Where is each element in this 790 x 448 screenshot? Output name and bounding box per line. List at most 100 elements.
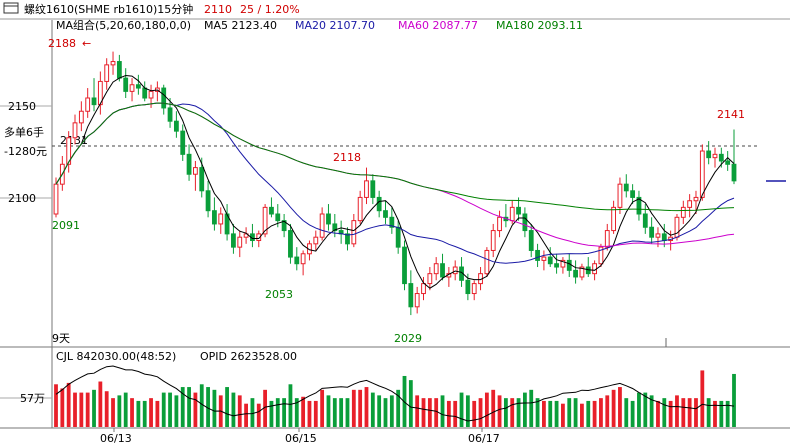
candle-body bbox=[623, 183, 629, 192]
candle-body bbox=[256, 233, 262, 242]
volume-bar bbox=[643, 392, 648, 427]
volume-bar bbox=[345, 398, 350, 427]
volume-bar bbox=[478, 398, 483, 427]
volume-bar bbox=[149, 398, 153, 427]
volume-bar bbox=[237, 395, 242, 427]
candle-body bbox=[465, 279, 471, 295]
candle-body bbox=[243, 233, 249, 238]
window-icon[interactable] bbox=[3, 2, 19, 14]
candle-body bbox=[433, 263, 439, 275]
candle-body bbox=[585, 266, 591, 275]
candle-body bbox=[129, 84, 135, 92]
candle-body bbox=[313, 236, 319, 245]
volume-bar bbox=[282, 398, 287, 427]
volume-bar bbox=[212, 389, 217, 427]
volume-bar bbox=[136, 400, 141, 427]
candle-body bbox=[186, 153, 192, 175]
candle-body bbox=[319, 213, 325, 238]
annotation-2053: 2053 bbox=[265, 288, 293, 301]
candle-body bbox=[212, 210, 217, 225]
volume-bar bbox=[339, 398, 344, 427]
candle-body bbox=[427, 273, 433, 285]
candle-body bbox=[573, 269, 578, 278]
volume-bar bbox=[98, 381, 103, 427]
candle-body bbox=[649, 226, 655, 238]
volume-bar bbox=[725, 400, 730, 427]
candle-body bbox=[364, 180, 369, 198]
candlesticks bbox=[53, 51, 737, 316]
volume-bar bbox=[79, 392, 84, 427]
volume-bar bbox=[522, 392, 527, 427]
opid-value: OPID 2623528.00 bbox=[200, 350, 297, 363]
volume-bar bbox=[275, 398, 280, 427]
volume-bar bbox=[174, 395, 179, 427]
volume-bar bbox=[592, 400, 597, 427]
days-label: 9天 bbox=[52, 332, 70, 345]
candle-body bbox=[78, 110, 84, 124]
candle-body bbox=[611, 206, 617, 232]
volume-bar bbox=[561, 403, 565, 427]
candle-body bbox=[693, 196, 699, 202]
candle-body bbox=[116, 61, 122, 79]
position-pnl: -1280元 bbox=[4, 145, 47, 158]
candle-body bbox=[636, 196, 642, 215]
ma60-legend: MA60 2087.77 bbox=[398, 19, 478, 32]
volume-bar bbox=[465, 395, 470, 427]
date-label-0617: 06/17 bbox=[468, 432, 500, 445]
volume-bar bbox=[694, 398, 698, 427]
annotation-2029: 2029 bbox=[394, 332, 422, 345]
candle-body bbox=[167, 107, 173, 122]
candle-body bbox=[218, 213, 224, 225]
candle-body bbox=[294, 256, 300, 265]
candle-body bbox=[471, 283, 477, 295]
volume-bar bbox=[573, 398, 578, 427]
high-arrow: ← bbox=[82, 37, 91, 50]
volume-bar bbox=[662, 398, 667, 427]
candle-body bbox=[655, 233, 661, 238]
ma-line-5 bbox=[55, 74, 735, 289]
candle-body bbox=[281, 220, 287, 232]
annotation-low-2091: 2091 bbox=[52, 219, 80, 232]
volume-bar bbox=[434, 398, 439, 427]
volume-bar bbox=[313, 400, 318, 427]
candle-body bbox=[490, 230, 496, 251]
volume-bar bbox=[529, 389, 534, 427]
price-change: 25 / 1.20% bbox=[240, 3, 300, 16]
volume-bar bbox=[307, 400, 312, 427]
candle-body bbox=[142, 87, 148, 99]
candle-body bbox=[579, 266, 585, 278]
volume-bar bbox=[415, 395, 420, 427]
volume-bar bbox=[586, 400, 591, 427]
volume-bar bbox=[377, 395, 382, 427]
candle-body bbox=[288, 230, 293, 258]
volume-bar bbox=[301, 396, 306, 427]
volume-bar bbox=[193, 392, 198, 427]
volume-bar bbox=[294, 398, 299, 427]
candle-body bbox=[135, 84, 141, 89]
open-interest-line bbox=[55, 365, 735, 422]
candle-body bbox=[661, 233, 667, 242]
volume-bar bbox=[263, 389, 268, 427]
volume-bar bbox=[630, 400, 635, 427]
candle-body bbox=[528, 230, 534, 251]
candle-body bbox=[541, 256, 547, 261]
candle-body bbox=[706, 150, 712, 159]
volume-bar bbox=[446, 400, 451, 427]
volume-bar bbox=[656, 400, 660, 427]
ma-legend-title: MA组合(5,20,60,180,0,0) bbox=[56, 18, 191, 32]
ma20-legend: MA20 2107.70 bbox=[295, 19, 375, 32]
moving-averages bbox=[55, 74, 735, 289]
volume-bar bbox=[548, 400, 553, 427]
volume-tick-57w: 57万 bbox=[20, 392, 45, 405]
candle-body bbox=[275, 213, 281, 222]
candle-body bbox=[414, 293, 420, 308]
candle-body bbox=[345, 233, 350, 245]
candle-body bbox=[262, 206, 268, 235]
annotation-2118: 2118 bbox=[333, 151, 361, 164]
candle-body bbox=[402, 246, 407, 285]
volume-bar bbox=[421, 398, 426, 427]
candle-body bbox=[699, 150, 705, 198]
candle-body bbox=[617, 183, 623, 208]
candle-body bbox=[484, 249, 490, 275]
